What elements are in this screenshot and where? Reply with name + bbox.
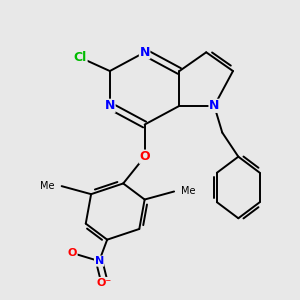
Text: N: N [94,256,104,266]
Text: N: N [209,99,219,112]
Text: O: O [139,150,150,163]
Text: Me: Me [181,187,195,196]
Text: N: N [140,46,150,59]
Text: O: O [68,248,77,258]
Text: N: N [105,99,115,112]
Text: Cl: Cl [74,51,87,64]
Text: Me: Me [40,181,55,191]
Text: O⁻: O⁻ [97,278,112,287]
